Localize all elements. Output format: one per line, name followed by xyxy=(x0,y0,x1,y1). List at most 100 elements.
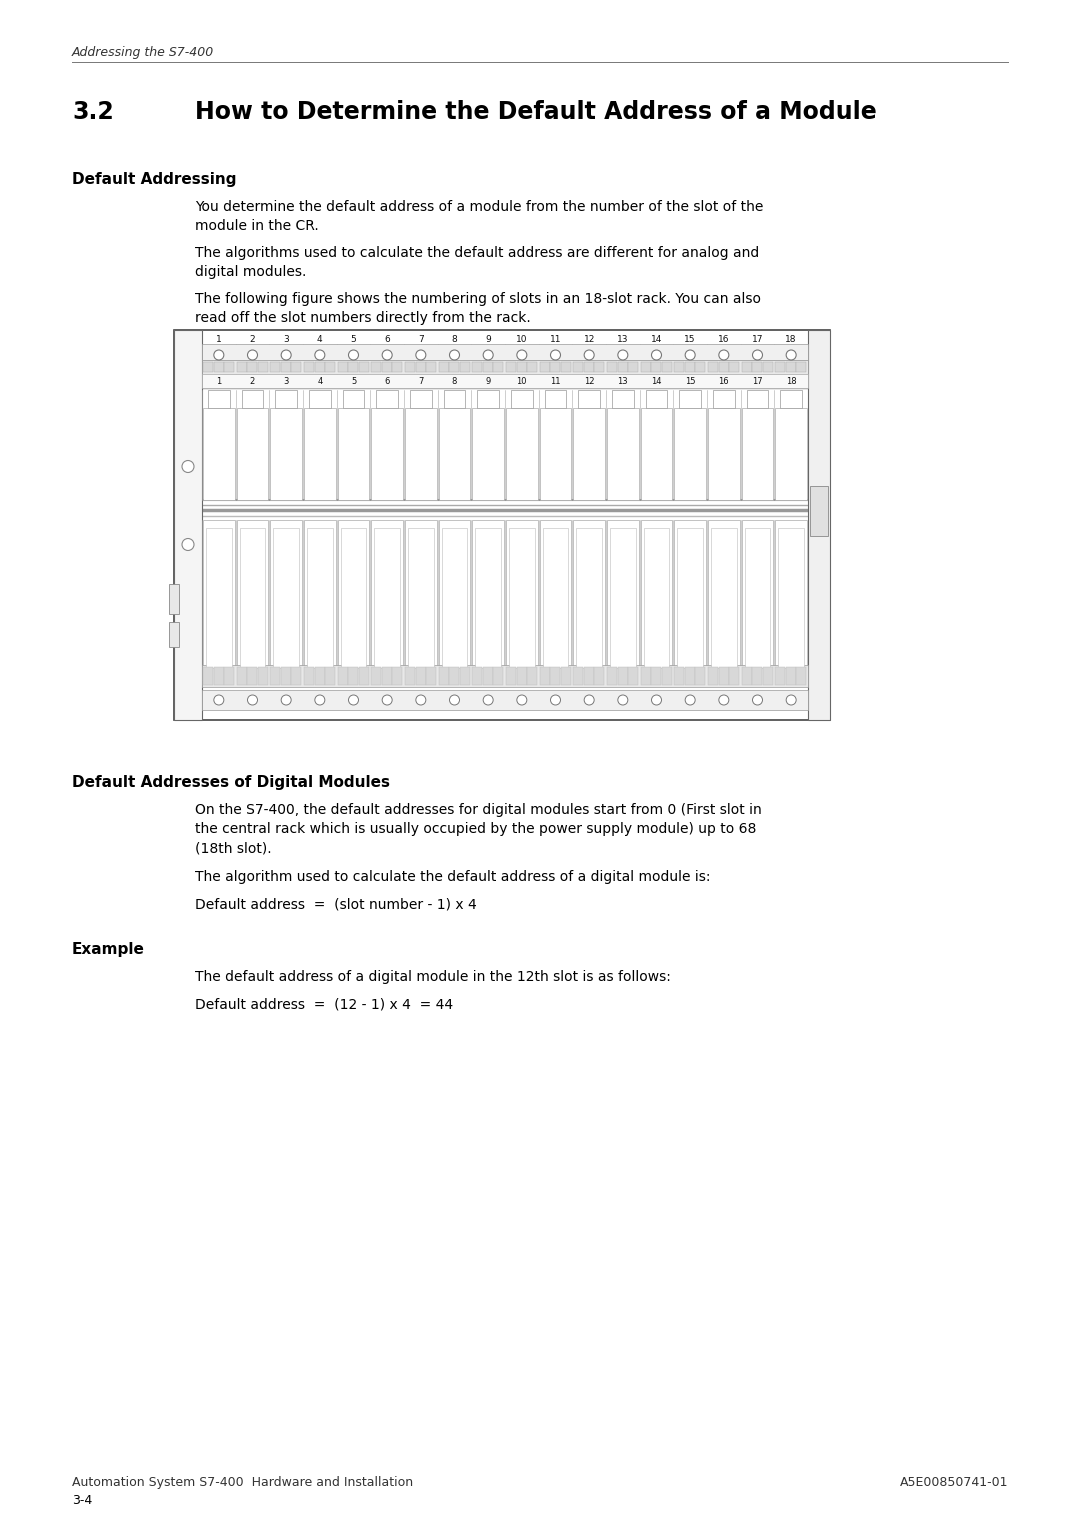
Text: Default address  =  (12 - 1) x 4  = 44: Default address = (12 - 1) x 4 = 44 xyxy=(195,997,454,1011)
Bar xyxy=(618,667,627,686)
Bar xyxy=(207,389,230,408)
Bar xyxy=(303,521,336,680)
Text: The default address of a digital module in the 12th slot is as follows:: The default address of a digital module … xyxy=(195,970,671,983)
Bar xyxy=(729,362,739,373)
Bar xyxy=(372,362,381,373)
Text: How to Determine the Default Address of a Module: How to Determine the Default Address of … xyxy=(195,99,877,124)
Text: digital modules.: digital modules. xyxy=(195,266,307,279)
Text: 3: 3 xyxy=(283,334,289,344)
Bar xyxy=(405,362,415,373)
Bar xyxy=(325,362,335,373)
Bar xyxy=(270,521,302,680)
Text: 18: 18 xyxy=(785,334,797,344)
Bar xyxy=(685,667,694,686)
Bar xyxy=(762,667,773,686)
Bar xyxy=(314,667,325,686)
Bar xyxy=(303,362,314,373)
Bar xyxy=(247,667,257,686)
Bar xyxy=(203,408,234,499)
Bar xyxy=(775,521,807,680)
Bar xyxy=(507,362,516,373)
Bar xyxy=(550,362,561,373)
Circle shape xyxy=(281,350,292,360)
Bar xyxy=(281,362,291,373)
Text: The algorithm used to calculate the default address of a digital module is:: The algorithm used to calculate the defa… xyxy=(195,870,711,884)
Bar xyxy=(376,389,399,408)
Text: 4: 4 xyxy=(318,334,323,344)
Text: 5: 5 xyxy=(351,334,356,344)
Bar xyxy=(359,362,369,373)
Bar xyxy=(449,362,459,373)
Bar xyxy=(214,667,224,686)
Circle shape xyxy=(247,350,257,360)
Bar xyxy=(392,362,403,373)
Bar xyxy=(416,362,426,373)
Bar xyxy=(438,362,448,373)
Bar xyxy=(674,362,685,373)
Bar xyxy=(644,528,670,667)
Bar xyxy=(338,362,348,373)
Text: Default address  =  (slot number - 1) x 4: Default address = (slot number - 1) x 4 xyxy=(195,896,476,912)
Bar xyxy=(607,667,617,686)
Bar xyxy=(292,667,301,686)
Bar xyxy=(561,667,571,686)
Bar xyxy=(573,667,583,686)
Bar xyxy=(507,667,516,686)
Bar xyxy=(338,408,369,499)
Bar xyxy=(427,667,436,686)
Text: 15: 15 xyxy=(685,334,696,344)
Bar xyxy=(708,408,740,499)
Circle shape xyxy=(551,350,561,360)
Bar xyxy=(607,362,617,373)
Bar xyxy=(561,362,571,373)
Circle shape xyxy=(449,695,459,705)
Circle shape xyxy=(183,461,194,472)
Bar xyxy=(540,521,571,680)
Bar xyxy=(340,528,366,667)
Text: 11: 11 xyxy=(550,377,561,386)
Bar xyxy=(711,528,737,667)
Bar xyxy=(494,362,503,373)
Bar xyxy=(578,389,600,408)
Bar xyxy=(460,667,470,686)
Circle shape xyxy=(214,350,224,360)
Bar xyxy=(202,360,808,374)
Bar xyxy=(708,362,718,373)
Circle shape xyxy=(449,350,459,360)
Bar xyxy=(662,362,672,373)
Bar xyxy=(780,389,802,408)
Bar xyxy=(810,486,828,536)
Bar xyxy=(225,667,234,686)
Bar xyxy=(438,667,448,686)
Text: 10: 10 xyxy=(516,377,527,386)
Text: 5: 5 xyxy=(351,377,356,386)
Bar xyxy=(392,667,403,686)
Bar xyxy=(237,408,268,499)
Bar xyxy=(742,362,752,373)
Circle shape xyxy=(584,695,594,705)
Text: 12: 12 xyxy=(584,377,594,386)
Bar xyxy=(729,667,739,686)
Bar xyxy=(270,667,281,686)
Bar xyxy=(314,362,325,373)
Bar xyxy=(742,521,773,680)
Bar xyxy=(442,528,468,667)
Circle shape xyxy=(416,350,426,360)
Circle shape xyxy=(685,350,696,360)
Text: The following figure shows the numbering of slots in an 18-slot rack. You can al: The following figure shows the numbering… xyxy=(195,292,761,305)
Text: 15: 15 xyxy=(685,377,696,386)
Text: Example: Example xyxy=(72,942,145,957)
Circle shape xyxy=(349,695,359,705)
Bar xyxy=(516,667,527,686)
Bar xyxy=(708,521,740,680)
Bar xyxy=(550,667,561,686)
Circle shape xyxy=(618,350,627,360)
Bar xyxy=(242,389,264,408)
Bar xyxy=(577,528,602,667)
Bar xyxy=(206,528,231,667)
Bar xyxy=(483,362,492,373)
Bar xyxy=(372,408,403,499)
Text: the central rack which is usually occupied by the power supply module) up to 68: the central rack which is usually occupi… xyxy=(195,822,756,835)
Bar xyxy=(202,690,808,710)
Bar xyxy=(477,389,499,408)
